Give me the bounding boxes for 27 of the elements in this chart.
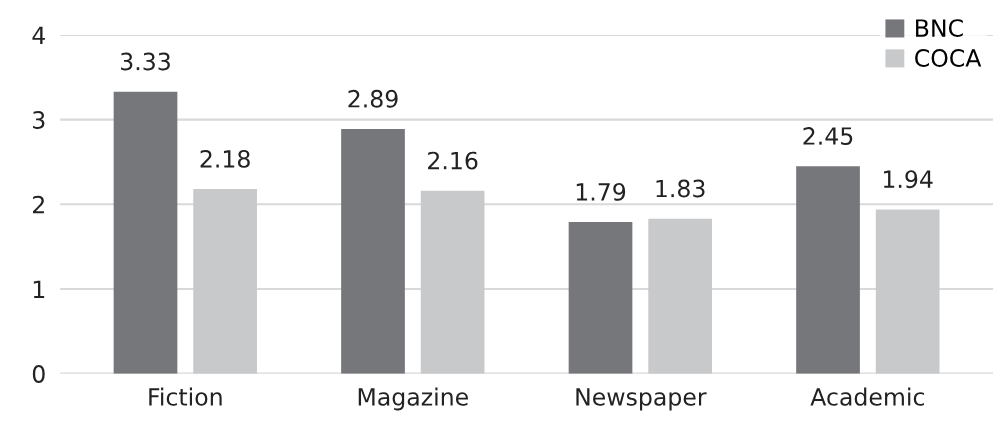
data-label: 2.89 <box>348 89 398 108</box>
bar <box>796 166 860 374</box>
y-tick-label: 4 <box>32 26 45 44</box>
data-label: 2.18 <box>200 149 250 168</box>
data-label: 1.94 <box>883 170 933 189</box>
bar <box>113 91 178 374</box>
data-label: 3.33 <box>121 52 170 71</box>
data-label: 2.45 <box>803 127 853 145</box>
x-tick-label: Academic <box>810 387 924 406</box>
y-tick-label: 1 <box>33 280 45 298</box>
bar <box>875 209 940 374</box>
data-label: 1.83 <box>656 179 705 198</box>
bar <box>420 190 485 374</box>
bar <box>568 222 633 374</box>
bar <box>193 189 257 374</box>
y-tick-label: 3 <box>33 111 45 129</box>
data-label: 1.79 <box>576 182 626 201</box>
data-label: 2.16 <box>428 151 478 170</box>
x-tick-label: Newspaper <box>576 388 707 411</box>
legend-label: COCA <box>915 49 982 67</box>
bar <box>341 128 405 374</box>
x-tick-label: Magazine <box>358 387 468 411</box>
y-tick-label: 2 <box>33 195 44 214</box>
bar <box>648 218 712 374</box>
legend-label: BNC <box>916 19 963 37</box>
y-tick-label: 0 <box>32 365 45 383</box>
x-tick-label: Fiction <box>149 387 222 406</box>
